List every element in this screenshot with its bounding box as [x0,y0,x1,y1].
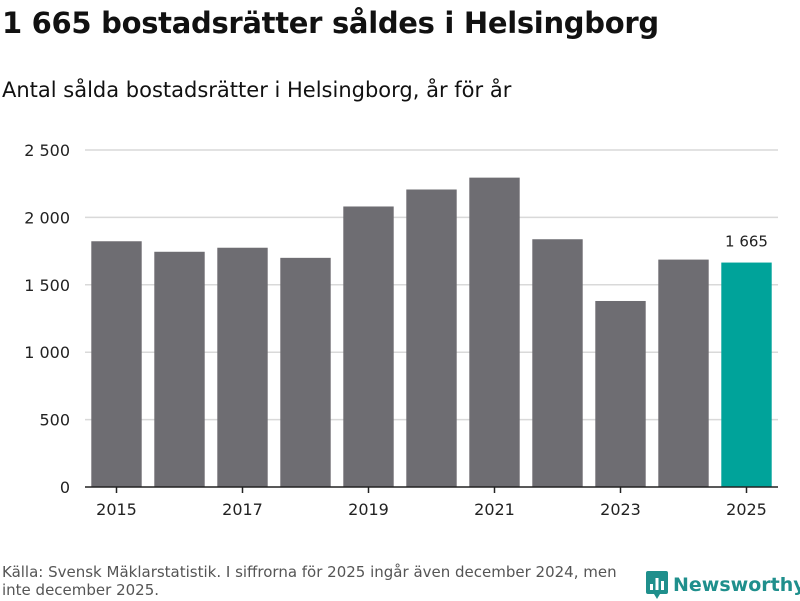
y-tick-label: 1 500 [24,276,70,295]
x-tick-label: 2021 [474,500,515,519]
y-tick-label: 2 500 [24,141,70,160]
bar-2020 [406,189,457,487]
brand-name: Newsworthy [673,574,800,596]
bar-2017 [217,247,268,487]
chart-title: 1 665 bostadsrätter såldes i Helsingborg [2,6,659,40]
y-tick-label: 500 [39,411,70,430]
y-tick-label: 0 [60,478,70,497]
y-tick-label: 2 000 [24,208,70,227]
x-tick-label: 2025 [726,500,767,519]
data-label-2025: 1 665 [725,233,768,251]
bar-2021 [469,177,520,487]
data-labels: 1 665 [725,233,768,251]
bar-2023 [595,300,646,487]
chart-subtitle: Antal sålda bostadsrätter i Helsingborg,… [2,78,512,102]
bar-2018 [280,257,331,487]
x-tick-label: 2015 [96,500,137,519]
x-axis-ticks: 2015 2017 2019 2021 2023 2025 [96,487,767,519]
x-tick-label: 2019 [348,500,389,519]
source-note: Källa: Svensk Mäklarstatistik. I siffror… [2,563,617,599]
bar-2015 [91,241,142,487]
bar-chart-icon [646,571,668,599]
x-tick-label: 2023 [600,500,641,519]
bar-2016 [154,251,205,487]
x-tick-label: 2017 [222,500,263,519]
bar-2022 [532,239,583,487]
y-axis-tick-labels: 0 500 1 000 1 500 2 000 2 500 [24,141,70,497]
brand-logo[interactable]: Newsworthy [645,569,800,601]
bar-2024 [658,259,709,487]
y-tick-label: 1 000 [24,343,70,362]
bar-2019 [343,206,394,487]
bar-2025 [721,262,772,487]
bars [91,177,772,487]
